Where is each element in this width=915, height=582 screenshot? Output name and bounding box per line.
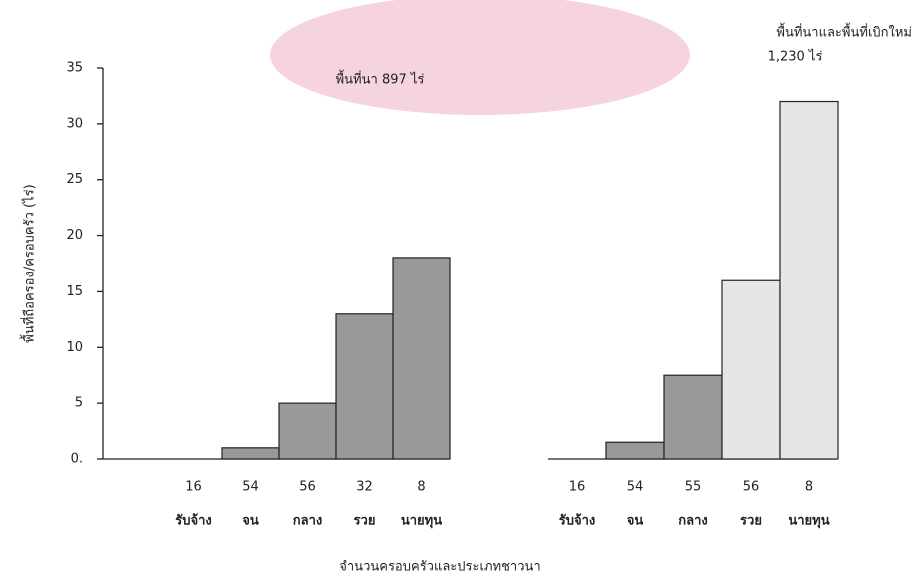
chart-title: พื้นที่นาและพื้นที่เบิกใหม่ <box>776 23 912 41</box>
y-tick-label: 5 <box>75 396 83 411</box>
x-tick-label: กลาง <box>293 514 323 529</box>
category-count: 16 <box>185 480 202 495</box>
x-tick-label: นายทุน <box>788 514 829 529</box>
y-axis-label: พื้นที่ถือครอง/ครอบครัว (ไร่) <box>20 184 38 342</box>
category-count: 16 <box>569 480 586 495</box>
y-tick-label: 20 <box>66 228 83 243</box>
y-tick-label: 25 <box>66 172 83 187</box>
x-tick-label: นายทุน <box>401 514 442 529</box>
x-tick-label: รวย <box>740 514 762 529</box>
category-count: 56 <box>299 480 316 495</box>
bar <box>721 279 781 460</box>
bar <box>335 313 394 460</box>
bar <box>605 441 665 460</box>
x-tick-label: รวย <box>354 514 376 529</box>
y-tick-label: 30 <box>66 116 83 131</box>
category-count: 8 <box>805 480 813 495</box>
x-axis-label: จำนวนครอบครัวและประเภทชาวนา <box>339 560 540 575</box>
bar <box>779 100 839 460</box>
category-count: 54 <box>627 480 644 495</box>
y-tick-label: 10 <box>66 340 83 355</box>
category-count: 8 <box>417 480 425 495</box>
category-count: 56 <box>743 480 760 495</box>
annotation: 1,230 ไร่ <box>768 49 823 65</box>
y-tick-label: 35 <box>66 61 83 76</box>
y-tick-label: 0. <box>71 452 83 467</box>
bar <box>221 447 280 460</box>
bar <box>663 374 723 460</box>
x-tick-label: รับจ้าง <box>559 513 596 529</box>
decoration <box>270 0 690 115</box>
category-count: 32 <box>356 480 373 495</box>
x-tick-label: รับจ้าง <box>175 513 212 529</box>
chart-title: พื้นที่นา 897 ไร่ <box>336 70 425 88</box>
x-tick-label: จน <box>242 514 259 529</box>
category-count: 54 <box>242 480 259 495</box>
bar <box>392 257 451 460</box>
x-tick-label: กลาง <box>678 514 708 529</box>
category-count: 55 <box>685 480 702 495</box>
bar <box>278 402 337 460</box>
x-tick-label: จน <box>627 514 644 529</box>
y-tick-label: 15 <box>66 284 83 299</box>
